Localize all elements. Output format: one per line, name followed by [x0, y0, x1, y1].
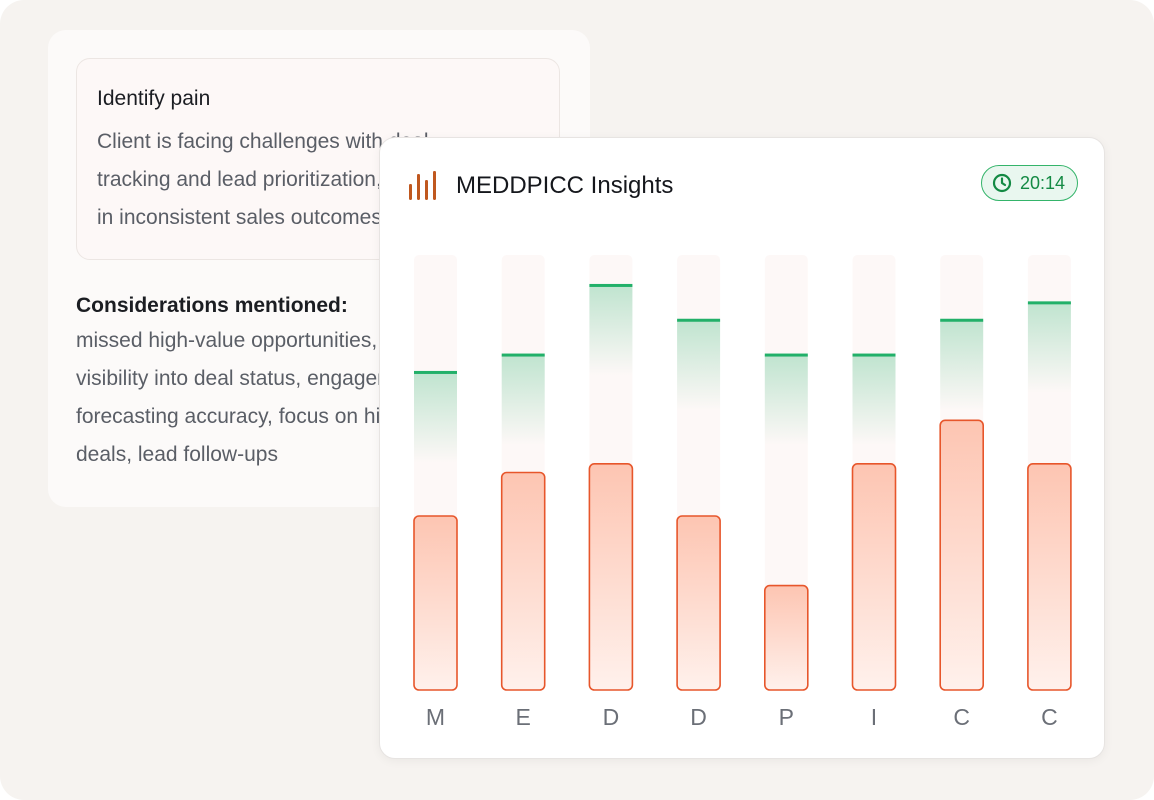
- x-tick-label: D: [603, 704, 620, 730]
- considerations-title: Considerations mentioned:: [76, 294, 348, 317]
- target-marker: [589, 283, 633, 287]
- x-tick-label: C: [1041, 704, 1058, 730]
- x-tick-label: C: [953, 704, 970, 730]
- bar[interactable]: [763, 584, 809, 691]
- timer-text: 20:14: [1019, 172, 1065, 193]
- target-marker: [764, 353, 808, 357]
- target-marker: [677, 318, 721, 322]
- target-fade: [1027, 302, 1071, 393]
- target-fade: [852, 355, 896, 446]
- bar[interactable]: [500, 471, 546, 691]
- insights-title: MEDDPICC Insights: [456, 172, 674, 199]
- bar[interactable]: [851, 462, 897, 691]
- meddpicc-insights-card: M E D D P I C C MEDDPICC Insights 20:14: [379, 137, 1105, 759]
- target-marker: [940, 318, 984, 322]
- target-marker: [501, 353, 545, 357]
- timer-badge[interactable]: 20:14: [980, 165, 1078, 201]
- bar[interactable]: [413, 515, 458, 691]
- target-marker: [414, 370, 457, 374]
- target-fade: [414, 372, 457, 463]
- clock-icon: [992, 173, 1012, 193]
- target-fade: [677, 320, 721, 411]
- target-fade: [501, 355, 545, 446]
- target-marker: [1027, 301, 1071, 305]
- x-tick-label: M: [426, 704, 445, 730]
- identify-pain-title: Identify pain: [97, 87, 211, 110]
- bar[interactable]: [1027, 462, 1072, 691]
- target-marker: [852, 353, 896, 357]
- insights-header: MEDDPICC Insights: [408, 168, 673, 204]
- target-fade: [589, 285, 633, 376]
- bar[interactable]: [939, 419, 985, 691]
- x-tick-label: E: [516, 704, 531, 730]
- bar[interactable]: [588, 462, 634, 691]
- x-tick-label: D: [690, 704, 707, 730]
- bar[interactable]: [676, 515, 721, 691]
- bar-chart-icon: [409, 171, 436, 200]
- x-tick-label: P: [779, 704, 794, 730]
- target-fade: [940, 320, 984, 411]
- target-fade: [764, 355, 808, 446]
- x-tick-label: I: [871, 704, 877, 730]
